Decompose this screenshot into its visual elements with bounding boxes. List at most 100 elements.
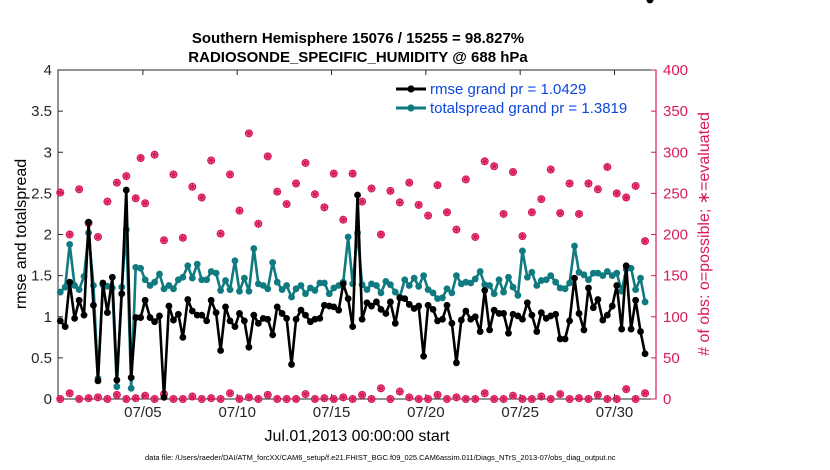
totalspread-point — [212, 269, 220, 277]
y-tick-label-right: 250 — [663, 185, 688, 202]
totalspread-point — [320, 279, 328, 287]
chart-title: Southern Hemisphere 15076 / 15255 = 98.8… — [192, 30, 524, 47]
totalspread-point — [514, 291, 522, 299]
rmse-point — [481, 287, 489, 294]
totalspread-point — [141, 276, 149, 284]
obs-small-marker-evaluated — [329, 395, 338, 403]
obs-small-marker-evaluated — [207, 394, 215, 402]
totalspread-point — [495, 276, 503, 284]
obs-marker-evaluated — [367, 184, 376, 193]
y-tick-label-right: 300 — [663, 144, 688, 161]
totalspread-point — [236, 287, 243, 295]
y-tick-label-right: 50 — [663, 350, 680, 367]
rmse-point — [443, 301, 451, 309]
totalspread-point — [273, 278, 281, 286]
rmse-point — [632, 296, 640, 304]
obs-marker-evaluated — [537, 195, 546, 203]
obs-small-marker-evaluated — [565, 395, 574, 403]
totalspread-point — [533, 282, 541, 289]
rmse-point — [113, 376, 121, 384]
rmse-point — [160, 393, 168, 401]
rmse-point — [240, 317, 248, 325]
obs-small-marker-evaluated — [122, 395, 131, 403]
rmse-point — [245, 343, 253, 351]
totalspread-point — [75, 286, 83, 294]
obs-small-marker-evaluated — [471, 395, 480, 403]
totalspread-point — [519, 247, 526, 255]
totalspread-point — [288, 293, 295, 301]
rmse-point — [556, 335, 564, 343]
totalspread-point — [542, 276, 550, 284]
totalspread-point — [179, 273, 187, 281]
obs-small-marker-evaluated — [169, 395, 178, 403]
obs-marker-evaluated — [169, 170, 178, 179]
rmse-point — [476, 328, 484, 335]
rmse-point — [104, 309, 111, 317]
y-tick-label-right: 150 — [663, 268, 688, 285]
obs-marker-evaluated — [188, 182, 197, 191]
rmse-point — [198, 311, 206, 319]
obs-small-marker-evaluated — [377, 384, 385, 393]
rmse-point — [575, 310, 583, 317]
obs-small-marker-evaluated — [150, 395, 159, 403]
obs-marker-evaluated — [565, 179, 574, 188]
obs-small-marker-evaluated — [75, 395, 83, 403]
totalspread-point — [198, 276, 206, 284]
obs-small-marker-evaluated — [273, 395, 282, 403]
obs-small-marker-evaluated — [358, 391, 366, 399]
totalspread-point — [113, 383, 121, 391]
obs-marker-evaluated — [131, 194, 140, 203]
obs-marker-evaluated — [311, 190, 319, 198]
totalspread-point — [486, 282, 494, 289]
obs-small-marker-evaluated — [103, 395, 112, 403]
rmse-point — [250, 311, 258, 319]
rmse-point — [132, 314, 140, 321]
rmse-point — [566, 317, 574, 325]
totalspread-point — [637, 274, 644, 282]
totalspread-point — [250, 245, 258, 252]
rmse-point — [415, 302, 423, 310]
x-tick-label: 07/20 — [407, 404, 445, 421]
totalspread-point — [283, 282, 291, 289]
rmse-point — [471, 313, 479, 321]
rmse-point — [90, 301, 97, 309]
y-tick-label-right: 200 — [663, 227, 688, 244]
rmse-point — [486, 326, 494, 334]
totalspread-point — [443, 285, 451, 293]
obs-small-marker-evaluated — [197, 395, 206, 403]
obs-small-marker-evaluated — [641, 389, 649, 398]
totalspread-point — [424, 286, 432, 294]
x-tick-label: 07/15 — [313, 404, 351, 421]
obs-marker-evaluated — [56, 188, 65, 197]
obs-marker-evaluated — [160, 236, 168, 245]
totalspread-point — [226, 286, 234, 294]
x-axis-label: Jul.01,2013 00:00:00 start — [264, 428, 450, 445]
obs-small-marker-evaluated — [84, 394, 93, 402]
obs-marker-evaluated — [603, 163, 612, 171]
totalspread-point — [552, 278, 560, 286]
rmse-point — [519, 315, 526, 323]
obs-marker-evaluated — [103, 197, 112, 206]
rmse-point — [585, 284, 592, 292]
totalspread-point — [467, 279, 475, 287]
totalspread-point — [547, 272, 555, 280]
obs-small-marker-evaluated — [235, 395, 244, 403]
rmse-point — [165, 302, 173, 310]
totalspread-point — [278, 286, 286, 294]
obs-small-marker-evaluated — [94, 393, 102, 402]
obs-small-marker-evaluated — [594, 391, 602, 399]
totalspread-point — [401, 276, 409, 284]
obs-marker-evaluated — [584, 179, 593, 188]
obs-marker-evaluated — [396, 198, 404, 207]
rmse-point — [146, 314, 154, 321]
rmse-point — [571, 274, 578, 282]
obs-small-marker-evaluated — [518, 395, 527, 403]
obs-marker-evaluated — [339, 215, 348, 224]
rmse-point — [330, 303, 338, 311]
rmse-point — [377, 305, 385, 313]
totalspread-point — [127, 384, 135, 392]
legend-marker-totalspread — [407, 104, 415, 112]
y-axis-label-left: rmse and totalspread — [13, 159, 30, 309]
obs-small-marker-evaluated — [546, 395, 555, 403]
rmse-point — [580, 326, 588, 334]
